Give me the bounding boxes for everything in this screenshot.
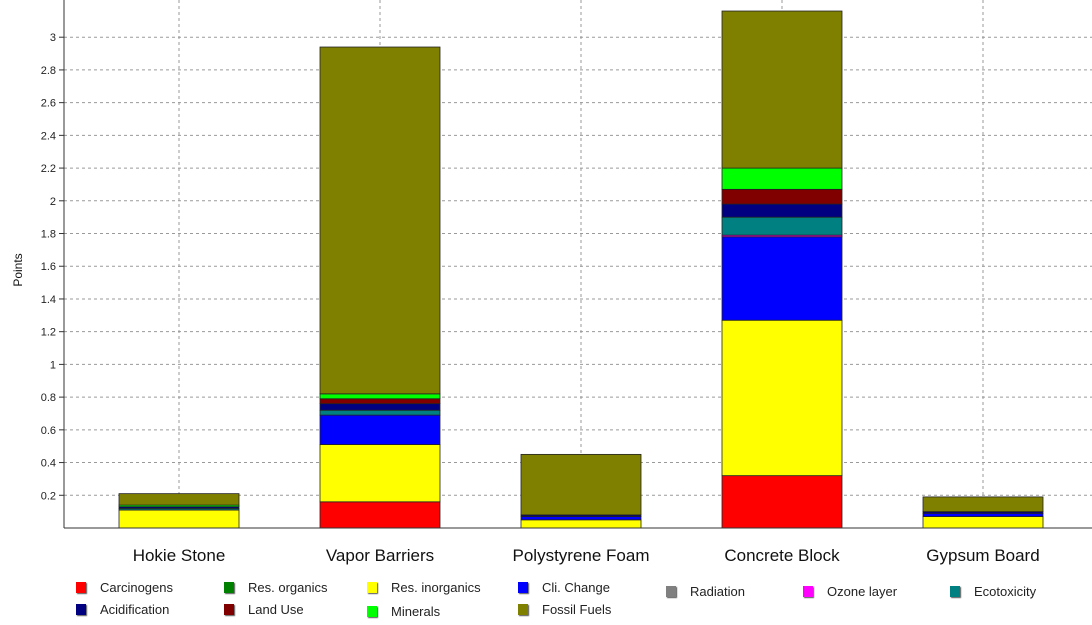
y-tick-label: 1 xyxy=(50,359,56,371)
legend-label: Res. inorganics xyxy=(391,580,481,595)
legend: Carcinogens Res. organics Res. inorganics C… xyxy=(0,574,1092,625)
bar-segment-acidification xyxy=(721,203,843,218)
legend-item: Radiation xyxy=(666,584,745,599)
y-tick-label: 2.2 xyxy=(41,163,56,175)
bar-segment-carcinogens xyxy=(319,501,441,529)
legend-item: Cli. Change xyxy=(518,580,610,595)
legend-swatch xyxy=(950,586,960,597)
y-axis-label: Points xyxy=(11,253,25,286)
bar-segment-fossil-fuels xyxy=(118,493,240,506)
legend-swatch xyxy=(76,604,86,615)
legend-label: Minerals xyxy=(391,604,441,619)
bar-segment-carcinogens xyxy=(721,475,843,529)
bar-segment-land-use xyxy=(319,398,441,405)
legend-item: Res. organics xyxy=(224,580,327,595)
bar-segment-cli-change xyxy=(922,512,1044,517)
y-tick-label: 0.8 xyxy=(41,392,56,404)
legend-label: Res. organics xyxy=(248,580,328,595)
legend-item: Ozone layer xyxy=(803,584,897,599)
legend-item: Ecotoxicity xyxy=(950,584,1036,599)
x-tick-label: Gypsum Board xyxy=(926,546,1039,565)
legend-swatch xyxy=(224,582,234,593)
y-tick-label: 2 xyxy=(50,196,56,208)
bar-segment-fossil-fuels xyxy=(520,453,642,516)
y-tick-label: 1.6 xyxy=(41,261,56,273)
y-tick-label: 1.8 xyxy=(41,229,56,241)
bar-segment-res-inorganics xyxy=(319,444,441,503)
y-tick-label: 0.4 xyxy=(41,458,56,470)
bar-segment-land-use xyxy=(721,188,843,205)
bar-segment-res-inorganics xyxy=(922,516,1044,529)
bar-segment-fossil-fuels xyxy=(721,10,843,169)
legend-swatch xyxy=(518,604,528,615)
x-tick-label: Vapor Barriers xyxy=(326,546,434,565)
y-tick-label: 2.4 xyxy=(41,130,56,142)
legend-item: Acidification xyxy=(76,602,169,617)
bar-segment-cli-change xyxy=(721,236,843,321)
y-tick-label: 2.6 xyxy=(41,98,56,110)
bar-segment-cli-change xyxy=(319,414,441,445)
legend-swatch xyxy=(666,586,676,597)
bar-segment-fossil-fuels xyxy=(922,496,1044,513)
legend-label: Ozone layer xyxy=(827,584,898,599)
bar-segment-acidification xyxy=(319,403,441,411)
legend-swatch xyxy=(803,586,813,597)
legend-swatch xyxy=(367,582,377,593)
legend-item: Fossil Fuels xyxy=(518,602,611,617)
x-tick-label: Polystyrene Foam xyxy=(513,546,650,565)
legend-item: Res. inorganics xyxy=(367,580,481,595)
legend-item: Minerals xyxy=(367,604,440,619)
bar-segment-ecotoxicity xyxy=(319,409,441,416)
y-tick-label: 1.2 xyxy=(41,327,56,339)
plot-area xyxy=(64,0,1092,528)
bar-segment-res-inorganics xyxy=(721,319,843,477)
legend-label: Cli. Change xyxy=(542,580,610,595)
legend-label: Ecotoxicity xyxy=(974,584,1037,599)
y-tick-label: 2.8 xyxy=(41,65,56,77)
bar-segment-fossil-fuels xyxy=(319,46,441,395)
x-tick-label: Concrete Block xyxy=(724,546,840,565)
y-tick-label: 3 xyxy=(50,32,56,44)
bar-segment-minerals xyxy=(721,167,843,190)
bar-segment-cli-change xyxy=(520,516,642,521)
x-tick-label: Hokie Stone xyxy=(133,546,226,565)
legend-label: Carcinogens xyxy=(100,580,173,595)
bar-segment-res-inorganics xyxy=(118,509,240,529)
y-tick-label: 1.4 xyxy=(41,294,56,306)
y-tick-label: 0.2 xyxy=(41,490,56,502)
legend-swatch xyxy=(518,582,528,593)
legend-swatch xyxy=(224,604,234,615)
chart-svg: 0.2 0.4 0.6 0.8 1 1.2 1.4 1.6 1.8 2 2.2 2.4 2.6 2.8 3 H… xyxy=(11,0,1092,565)
legend-label: Acidification xyxy=(100,602,170,617)
legend-swatch xyxy=(367,606,377,617)
legend-label: Land Use xyxy=(248,602,304,617)
legend-item: Carcinogens xyxy=(76,580,173,595)
bar-segment-minerals xyxy=(319,393,441,400)
bar-segment-ecotoxicity xyxy=(721,216,843,236)
legend-item: Land Use xyxy=(224,602,304,617)
legend-label: Fossil Fuels xyxy=(542,602,612,617)
legend-label: Radiation xyxy=(690,584,745,599)
legend-swatch xyxy=(76,582,86,593)
bar-segment-res-inorganics xyxy=(520,519,642,529)
y-tick-label: 0.6 xyxy=(41,425,56,437)
